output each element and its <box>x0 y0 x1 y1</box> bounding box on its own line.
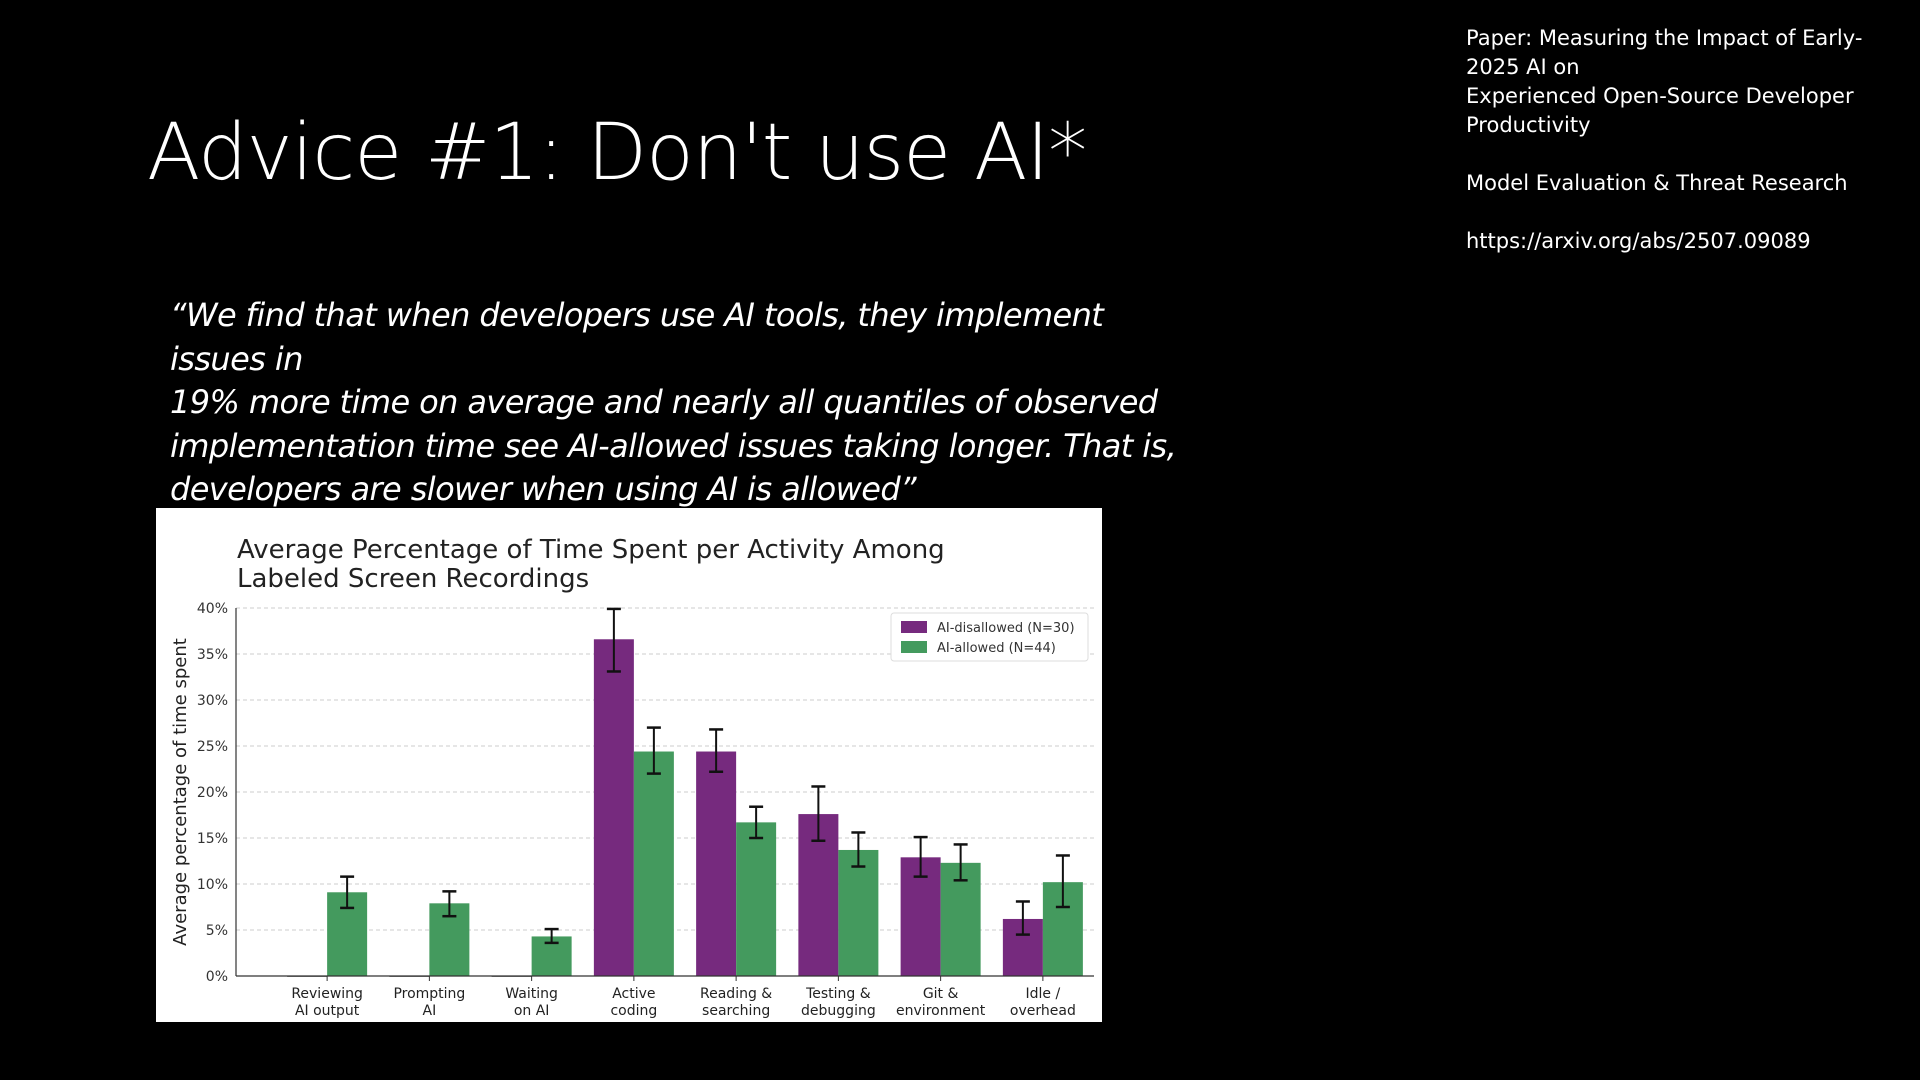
paper-title-line: Paper: Measuring the Impact of Early- <box>1466 26 1863 50</box>
x-tick-label: Active <box>612 986 655 1002</box>
x-tick-label: Reading & <box>700 986 772 1002</box>
slide-title: Advice #1: Don't use AI* <box>147 108 1087 198</box>
paper-org: Model Evaluation & Threat Research <box>1466 171 1848 195</box>
x-tick-label: Testing & <box>805 986 871 1002</box>
y-tick-label: 15% <box>197 831 228 847</box>
bar-ai-disallowed <box>696 751 737 976</box>
chart-title: Average Percentage of Time Spent per Act… <box>237 535 945 565</box>
x-tick-label: AI output <box>295 1003 360 1019</box>
chart-svg: Average Percentage of Time Spent per Act… <box>170 535 1094 1019</box>
x-tick-label: overhead <box>1010 1003 1076 1019</box>
legend-swatch <box>901 621 927 633</box>
bar-ai-allowed <box>736 822 777 976</box>
x-tick-label: on AI <box>514 1003 550 1019</box>
legend-label: AI-disallowed (N=30) <box>937 621 1075 636</box>
x-tick-label: debugging <box>801 1003 876 1019</box>
y-tick-label: 20% <box>197 785 228 801</box>
bar-ai-allowed <box>633 751 674 976</box>
bar-ai-disallowed <box>593 639 634 976</box>
x-tick-label: environment <box>896 1003 986 1019</box>
quote-line: developers are slower when using AI is a… <box>170 470 917 508</box>
x-tick-label: Prompting <box>393 986 465 1002</box>
x-tick-label: AI <box>423 1003 437 1019</box>
y-tick-label: 30% <box>197 693 228 709</box>
paper-title-line: 2025 AI on <box>1466 55 1580 79</box>
x-tick-label: Git & <box>923 986 959 1002</box>
paper-reference: Paper: Measuring the Impact of Early- 20… <box>1466 24 1886 256</box>
quote-line: 19% more time on average and nearly all … <box>170 383 1158 421</box>
paper-url[interactable]: https://arxiv.org/abs/2507.09089 <box>1466 229 1811 253</box>
legend-swatch <box>901 641 927 653</box>
quote-line: “We find that when developers use AI too… <box>170 296 1104 378</box>
quote: “We find that when developers use AI too… <box>170 294 1200 512</box>
bar-chart: Average Percentage of Time Spent per Act… <box>156 508 1102 1022</box>
y-tick-label: 0% <box>206 969 228 985</box>
x-tick-label: Waiting <box>505 986 558 1002</box>
bar-ai-allowed <box>940 862 981 976</box>
paper-title-line: Experienced Open-Source Developer <box>1466 84 1854 108</box>
x-tick-label: Idle / <box>1026 986 1061 1002</box>
x-tick-label: coding <box>610 1003 657 1019</box>
legend-label: AI-allowed (N=44) <box>937 641 1056 656</box>
y-tick-label: 25% <box>197 739 228 755</box>
x-tick-label: searching <box>702 1003 770 1019</box>
chart-title: Labeled Screen Recordings <box>237 564 589 594</box>
paper-title-line: Productivity <box>1466 113 1591 137</box>
bar-ai-allowed <box>838 849 879 976</box>
y-tick-label: 5% <box>206 923 228 939</box>
y-tick-label: 40% <box>197 601 228 617</box>
y-tick-label: 10% <box>197 877 228 893</box>
quote-line: implementation time see AI-allowed issue… <box>170 426 1177 465</box>
legend-box <box>890 612 1089 662</box>
y-tick-label: 35% <box>197 647 228 663</box>
y-axis-label: Average percentage of time spent <box>170 638 191 946</box>
x-tick-label: Reviewing <box>291 986 363 1002</box>
